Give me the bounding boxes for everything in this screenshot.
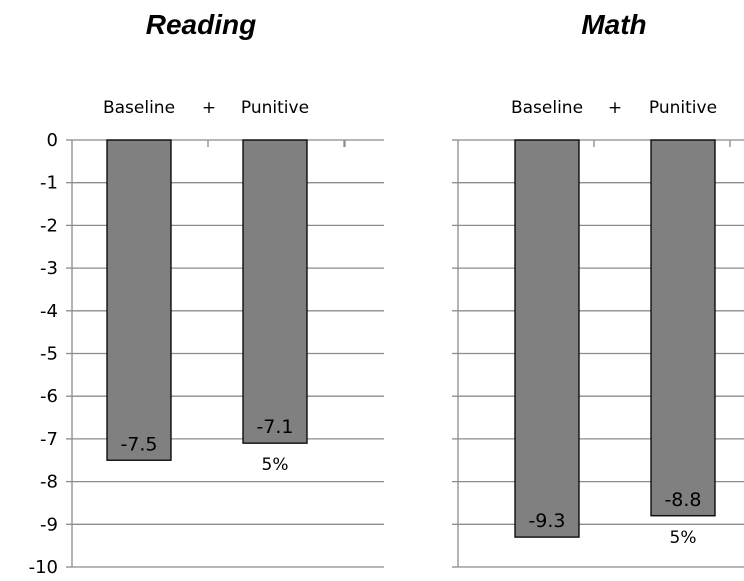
reading-y-tick-label: -5 [40,344,58,365]
math-category-separator: + [608,98,622,118]
reading-bars: -7.5 -7.1 5% [106,139,308,475]
reading-data-label: -7.5 [120,433,157,455]
reading-y-tick-label: -3 [40,258,58,279]
math-title: Math [581,9,646,40]
reading-y-tick-label: -2 [40,215,58,236]
reading-y-tick-label: -4 [40,301,58,322]
math-bar-baseline [514,139,580,538]
reading-y-tick-label: -10 [29,557,58,578]
reading-category-label-punitive: Punitive [241,98,309,118]
reading-category-label-baseline: Baseline [103,98,175,118]
math-data-label: -9.3 [528,510,565,532]
reading-panel: Reading 0-1-2-3-4-5-6-7-8-9-10 Baseline … [29,9,384,578]
math-bar-punitive [650,139,716,517]
reading-axis [66,139,346,568]
reading-bar-baseline [106,139,172,461]
reading-y-tick-label: -9 [40,514,58,535]
math-data-label: -8.8 [664,489,701,511]
math-bars: -9.3 -8.8 5% [514,139,716,548]
reading-y-tick-label: -8 [40,472,58,493]
reading-y-tick-labels: 0 -1 -2 -3 -4 -5 -6 -7 -8 -9 -10 [29,130,58,578]
reading-data-label: -7.1 [256,416,293,438]
reading-category-separator: + [202,98,216,118]
math-panel: Math Baseline + Punitive -9.3 -8.8 5% [452,9,744,568]
reading-y-tick-label: -1 [40,173,58,194]
reading-y-tick-label: -7 [40,429,58,450]
math-annotation-label: 5% [670,528,697,548]
reading-y-tick-label: -6 [40,386,58,407]
math-category-label-baseline: Baseline [511,98,583,118]
reading-y-tick-label: 0 [47,130,58,151]
reading-annotation-label: 5% [262,455,289,475]
reading-title: Reading [146,9,256,40]
reading-bar-punitive [242,139,308,444]
math-category-label-punitive: Punitive [649,98,717,118]
